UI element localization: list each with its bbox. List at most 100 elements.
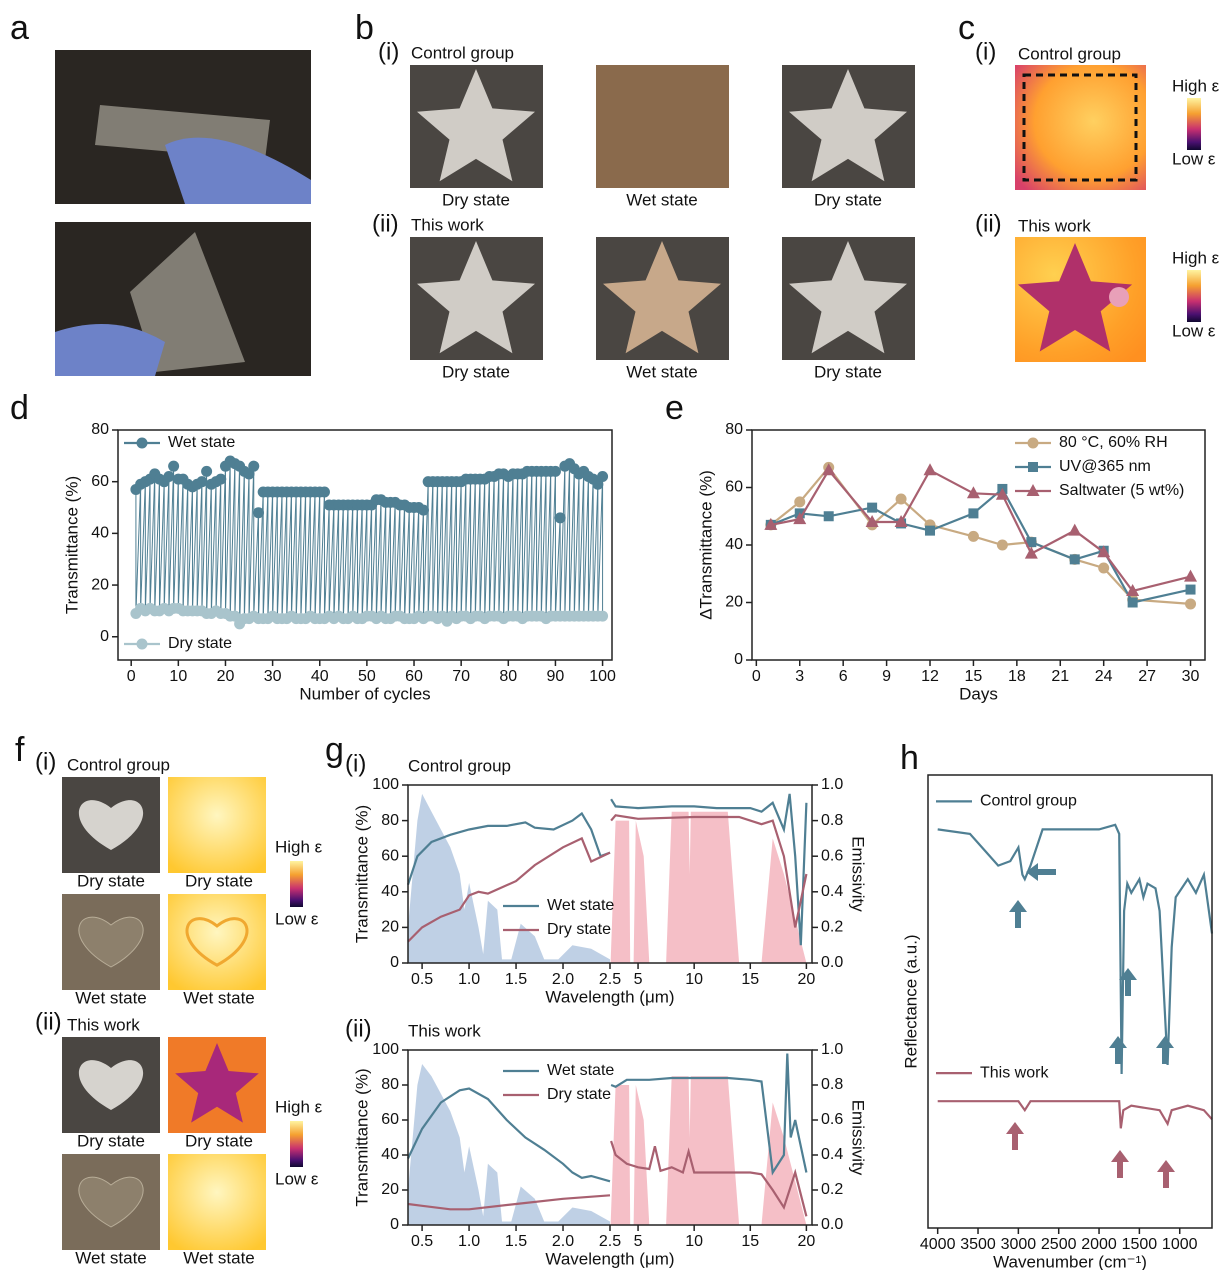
panel-label: e <box>665 389 684 427</box>
x-tick-label: 100 <box>589 668 616 685</box>
y2-tick-label: 1.0 <box>821 776 843 793</box>
cycle-line <box>249 466 254 618</box>
sub-title: Control group <box>411 43 514 62</box>
cycle-line <box>343 505 348 619</box>
marker <box>1070 554 1080 564</box>
cycle-line <box>390 502 395 618</box>
cycle-line <box>508 474 513 616</box>
sub-index: (ii) <box>35 1008 62 1035</box>
legend-label: Wet state <box>547 1062 614 1079</box>
cycle-line <box>362 505 367 619</box>
colorbar-high: High ε <box>1172 248 1219 267</box>
x-tick-label: 10 <box>685 971 703 988</box>
cycle-line <box>202 471 207 611</box>
y-tick-label: 60 <box>725 479 743 496</box>
cycle-line <box>546 471 551 618</box>
x-tick-label: 20 <box>797 971 815 988</box>
x-tick-label: 1500 <box>1122 1236 1158 1253</box>
x-tick-label: 3500 <box>960 1236 996 1253</box>
marker <box>925 526 935 536</box>
marker <box>550 466 561 477</box>
x-tick-label: 21 <box>1051 668 1069 685</box>
colorbar-low: Low ε <box>1172 149 1216 168</box>
x-tick-label: 90 <box>547 668 565 685</box>
cycle-line <box>348 505 353 619</box>
cycle-line <box>400 505 405 616</box>
x-tick-label: 2.5 <box>599 1233 621 1250</box>
x-tick-label: 80 <box>499 668 517 685</box>
marker <box>168 461 179 472</box>
cycle-line <box>522 471 527 618</box>
sub-index: (i) <box>35 748 56 775</box>
x-tick-label: 6 <box>839 668 848 685</box>
marker <box>196 476 207 487</box>
caption: Dry state <box>442 190 510 209</box>
cycle-line <box>169 466 174 611</box>
y2-tick-label: 0.2 <box>821 1181 843 1198</box>
colorbar-low: Low ε <box>1172 321 1216 340</box>
colorbar-low: Low ε <box>275 1169 319 1188</box>
caption: Dry state <box>185 871 253 890</box>
cycle-line <box>244 474 249 619</box>
x-tick-label: 20 <box>217 668 235 685</box>
y-tick-label: 0 <box>390 954 399 971</box>
caption: Dry state <box>77 871 145 890</box>
legend-label: Wet state <box>168 434 235 451</box>
cycle-line <box>221 466 226 613</box>
marker <box>597 471 608 482</box>
sub-title: This work <box>411 215 484 234</box>
x-tick-label: 30 <box>1182 668 1200 685</box>
caption: Wet state <box>75 1248 147 1267</box>
y-tick-label: 80 <box>91 421 109 438</box>
x-tick-label: 2000 <box>1081 1236 1117 1253</box>
x-tick-label: 10 <box>685 1233 703 1250</box>
legend-label: This work <box>980 1064 1049 1081</box>
marker <box>163 471 174 482</box>
y-tick-label: 20 <box>381 919 399 936</box>
marker <box>418 505 429 516</box>
cycle-line <box>188 487 193 611</box>
cycle-line <box>291 492 296 616</box>
x-tick-label: 15 <box>741 971 759 988</box>
cycle-line <box>357 505 362 619</box>
x-tick-label: 3000 <box>1001 1236 1037 1253</box>
x-tick-label: 2.0 <box>552 971 574 988</box>
cycle-line <box>428 482 433 616</box>
cycle-line <box>494 474 499 616</box>
cycle-line <box>141 482 146 609</box>
sub-title: This work <box>67 1015 140 1034</box>
colorbar-high: High ε <box>275 1097 323 1116</box>
y2-tick-label: 0.4 <box>821 883 843 900</box>
cycle-line <box>310 492 315 616</box>
y-axis-title: Transmittance (%) <box>62 476 81 614</box>
legend-label: Dry state <box>547 921 611 938</box>
marker <box>896 494 907 505</box>
colorbar-low: Low ε <box>275 909 319 928</box>
y-tick-label: 0 <box>734 651 743 668</box>
cycle-line <box>471 479 476 619</box>
cycle-line <box>268 492 273 619</box>
cycle-line <box>560 466 565 616</box>
cycle-line <box>588 479 593 616</box>
cycle-line <box>178 479 183 608</box>
arrow <box>1006 1122 1024 1150</box>
caption: Dry state <box>442 362 510 381</box>
x-axis-title: Wavelength (μm) <box>545 987 674 1006</box>
x-tick-label: 1.0 <box>458 971 480 988</box>
cycle-line <box>277 492 282 619</box>
marker <box>967 486 980 498</box>
cycle-line <box>551 471 556 616</box>
cycle-line <box>324 505 329 619</box>
cycle-line <box>150 474 155 608</box>
cycle-line <box>329 505 334 616</box>
x-tick-label: 3 <box>795 668 804 685</box>
cycle-line <box>254 513 259 616</box>
cycle-line <box>306 492 311 619</box>
marker <box>248 461 259 472</box>
sub-title: Control group <box>1018 44 1121 63</box>
cycle-line <box>225 461 230 613</box>
cycle-line <box>527 471 532 616</box>
y2-axis-title: Emissivity <box>849 1100 868 1176</box>
line <box>938 1101 1212 1128</box>
cycle-line <box>438 482 443 619</box>
